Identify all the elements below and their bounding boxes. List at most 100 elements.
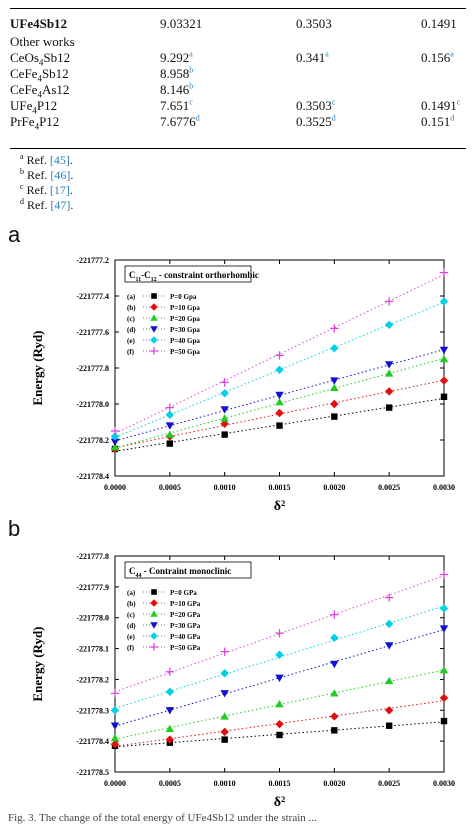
title-subscript: 44 [136, 573, 142, 579]
data-point [220, 378, 229, 387]
data-point [166, 440, 174, 447]
title-box [124, 561, 252, 579]
data-point [220, 406, 229, 414]
data-point [220, 669, 229, 678]
title-subscript: 12 [151, 277, 157, 283]
legend-tag: (c) [127, 611, 135, 619]
data-point [276, 731, 283, 739]
x-axis-label: δ² [274, 795, 285, 810]
data-point [439, 570, 449, 579]
y-tick-label: -221778.4 [76, 737, 109, 746]
legend-label: P=10 Gpa [170, 304, 200, 312]
data-series [110, 665, 449, 742]
subscript: 4 [32, 105, 37, 116]
data-point [439, 376, 449, 385]
table-cell: 8.958b [160, 65, 194, 81]
row-name-cell: CeFe4As12 [10, 82, 70, 100]
x-tick-label: 0.0010 [214, 483, 236, 492]
footnote-mark: b [20, 167, 24, 176]
data-point [220, 389, 229, 398]
data-point [275, 391, 284, 400]
data-point [385, 404, 393, 411]
y-tick-label: -221777.9 [76, 583, 109, 592]
table-row: UFe4Sb12 9.03321 0.3503 0.1491 [10, 16, 466, 32]
data-series [110, 346, 449, 446]
legend-label: P=0 Gpa [170, 293, 197, 301]
data-point [384, 593, 394, 602]
data-point [275, 365, 284, 374]
data-series [110, 376, 449, 454]
legend-tag: (c) [127, 315, 135, 323]
reference-link[interactable]: [45] [49, 153, 70, 167]
plot-frame [114, 555, 445, 773]
legend-label: P=10 GPa [170, 600, 201, 608]
data-point [439, 665, 449, 674]
table-footnotes: a Ref. [45]. b Ref. [46]. c Ref. [17]. d Re… [20, 153, 73, 213]
row-name-cell: CeFe4Sb12 [10, 66, 69, 84]
subscript: 4 [38, 57, 44, 68]
data-point [439, 346, 449, 355]
data-point [276, 422, 283, 429]
y-tick-label: -221777.4 [76, 292, 109, 301]
data-point [150, 610, 158, 617]
footnote-mark: c [189, 97, 193, 107]
chart-monoclinic: 0.0000 0.0005 0.0010 0.0015 0.0020 0.0025 0.00… [30, 552, 455, 810]
legend-label: P=20 Gpa [170, 315, 200, 323]
data-point [439, 693, 449, 703]
data-point [150, 314, 158, 321]
data-point [220, 712, 229, 720]
data-point [384, 676, 394, 685]
title-text: C [129, 566, 136, 576]
y-tick-label: -221777.6 [76, 328, 109, 337]
data-point [331, 413, 338, 420]
data-point [150, 347, 158, 355]
footnote: c Ref. [17]. [20, 182, 73, 198]
data-point [150, 303, 158, 311]
reference-link[interactable]: [17] [49, 183, 70, 197]
figure-caption: Fig. 3. The change of the total energy o… [8, 812, 317, 824]
panel-a-label: a [8, 222, 21, 247]
footnote-mark: c [20, 182, 24, 191]
data-point [385, 722, 393, 729]
data-point [150, 336, 158, 344]
data-point [221, 431, 228, 438]
data-series [110, 297, 449, 441]
data-point [110, 438, 120, 446]
table-row: CeFe4Sb12 8.958b [10, 65, 466, 84]
table-cell: 0.3503 [296, 16, 332, 31]
legend-tag: (e) [127, 337, 135, 345]
legend-tag: (f) [127, 348, 135, 356]
data-point [275, 628, 284, 638]
data-point [439, 268, 449, 277]
legend-tag: (e) [127, 633, 135, 641]
title-text: -C [141, 270, 151, 280]
legend-tag: (b) [127, 600, 136, 608]
y-tick-label: -221778.0 [76, 614, 109, 623]
table-cell: 0.156a [421, 49, 454, 65]
data-point [275, 408, 284, 418]
table-cell: 7.651c [160, 97, 193, 113]
data-point [275, 398, 284, 406]
data-point [330, 399, 339, 409]
x-tick-label: 0.0005 [159, 483, 181, 492]
data-point [331, 727, 338, 734]
footnote: b Ref. [46]. [20, 167, 74, 183]
legend-label: P=20 GPa [170, 611, 201, 619]
data-point [275, 699, 284, 708]
data-point [165, 667, 175, 676]
data-point [110, 443, 120, 451]
data-point [330, 344, 339, 353]
legend: (a) P=0 Gpa (b) P=10 Gpa (c) P=20 Gpa (d) P=30 … [127, 293, 200, 356]
row-name-cell: UFe4Sb12 [10, 16, 68, 31]
x-tick-label: 0.0025 [378, 483, 400, 492]
x-tick-label: 0.0030 [433, 779, 455, 788]
data-point [384, 369, 394, 377]
reference-link[interactable]: [47] [50, 198, 71, 212]
footnote-mark: d [450, 113, 455, 123]
y-tick-label: -221778.2 [76, 675, 109, 684]
reference-link[interactable]: [46] [50, 168, 71, 182]
legend-tag: (b) [127, 304, 136, 312]
title-subscript: 11 [136, 277, 142, 283]
footnote: a Ref. [45]. [20, 152, 73, 168]
data-point [110, 426, 120, 436]
